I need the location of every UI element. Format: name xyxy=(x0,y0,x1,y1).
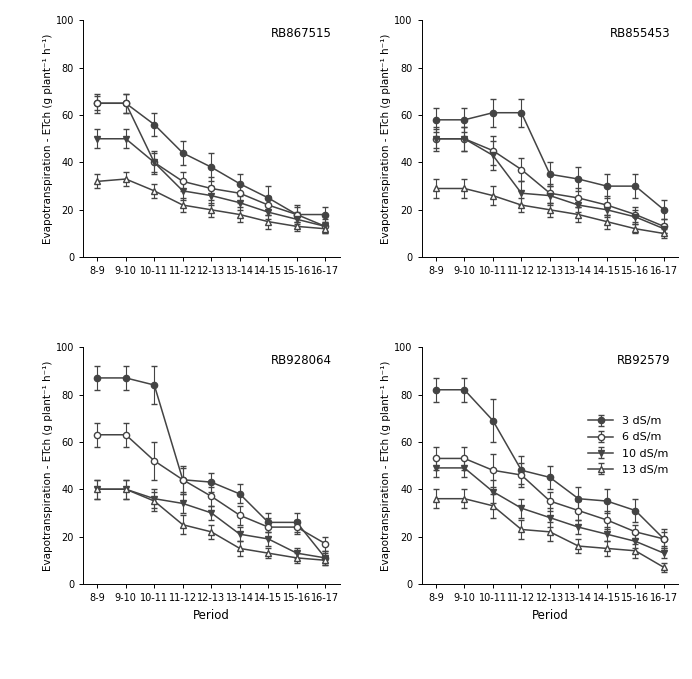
Y-axis label: Evapotranspiration - ETch (g plant⁻¹ h⁻¹): Evapotranspiration - ETch (g plant⁻¹ h⁻¹… xyxy=(381,361,392,571)
Text: RB855453: RB855453 xyxy=(610,27,671,41)
Y-axis label: Evapotranspiration - ETch (g plant⁻¹ h⁻¹): Evapotranspiration - ETch (g plant⁻¹ h⁻¹… xyxy=(43,361,53,571)
Text: RB928064: RB928064 xyxy=(271,354,332,367)
X-axis label: Period: Period xyxy=(193,608,230,621)
Y-axis label: Evapotranspiration - ETch (g plant⁻¹ h⁻¹): Evapotranspiration - ETch (g plant⁻¹ h⁻¹… xyxy=(43,33,53,244)
X-axis label: Period: Period xyxy=(531,608,568,621)
Text: RB92579: RB92579 xyxy=(617,354,671,367)
Text: RB867515: RB867515 xyxy=(271,27,332,41)
Legend: 3 dS/m, 6 dS/m, 10 dS/m, 13 dS/m: 3 dS/m, 6 dS/m, 10 dS/m, 13 dS/m xyxy=(584,412,673,479)
Y-axis label: Evapotranspiration - ETch (g plant⁻¹ h⁻¹): Evapotranspiration - ETch (g plant⁻¹ h⁻¹… xyxy=(381,33,392,244)
